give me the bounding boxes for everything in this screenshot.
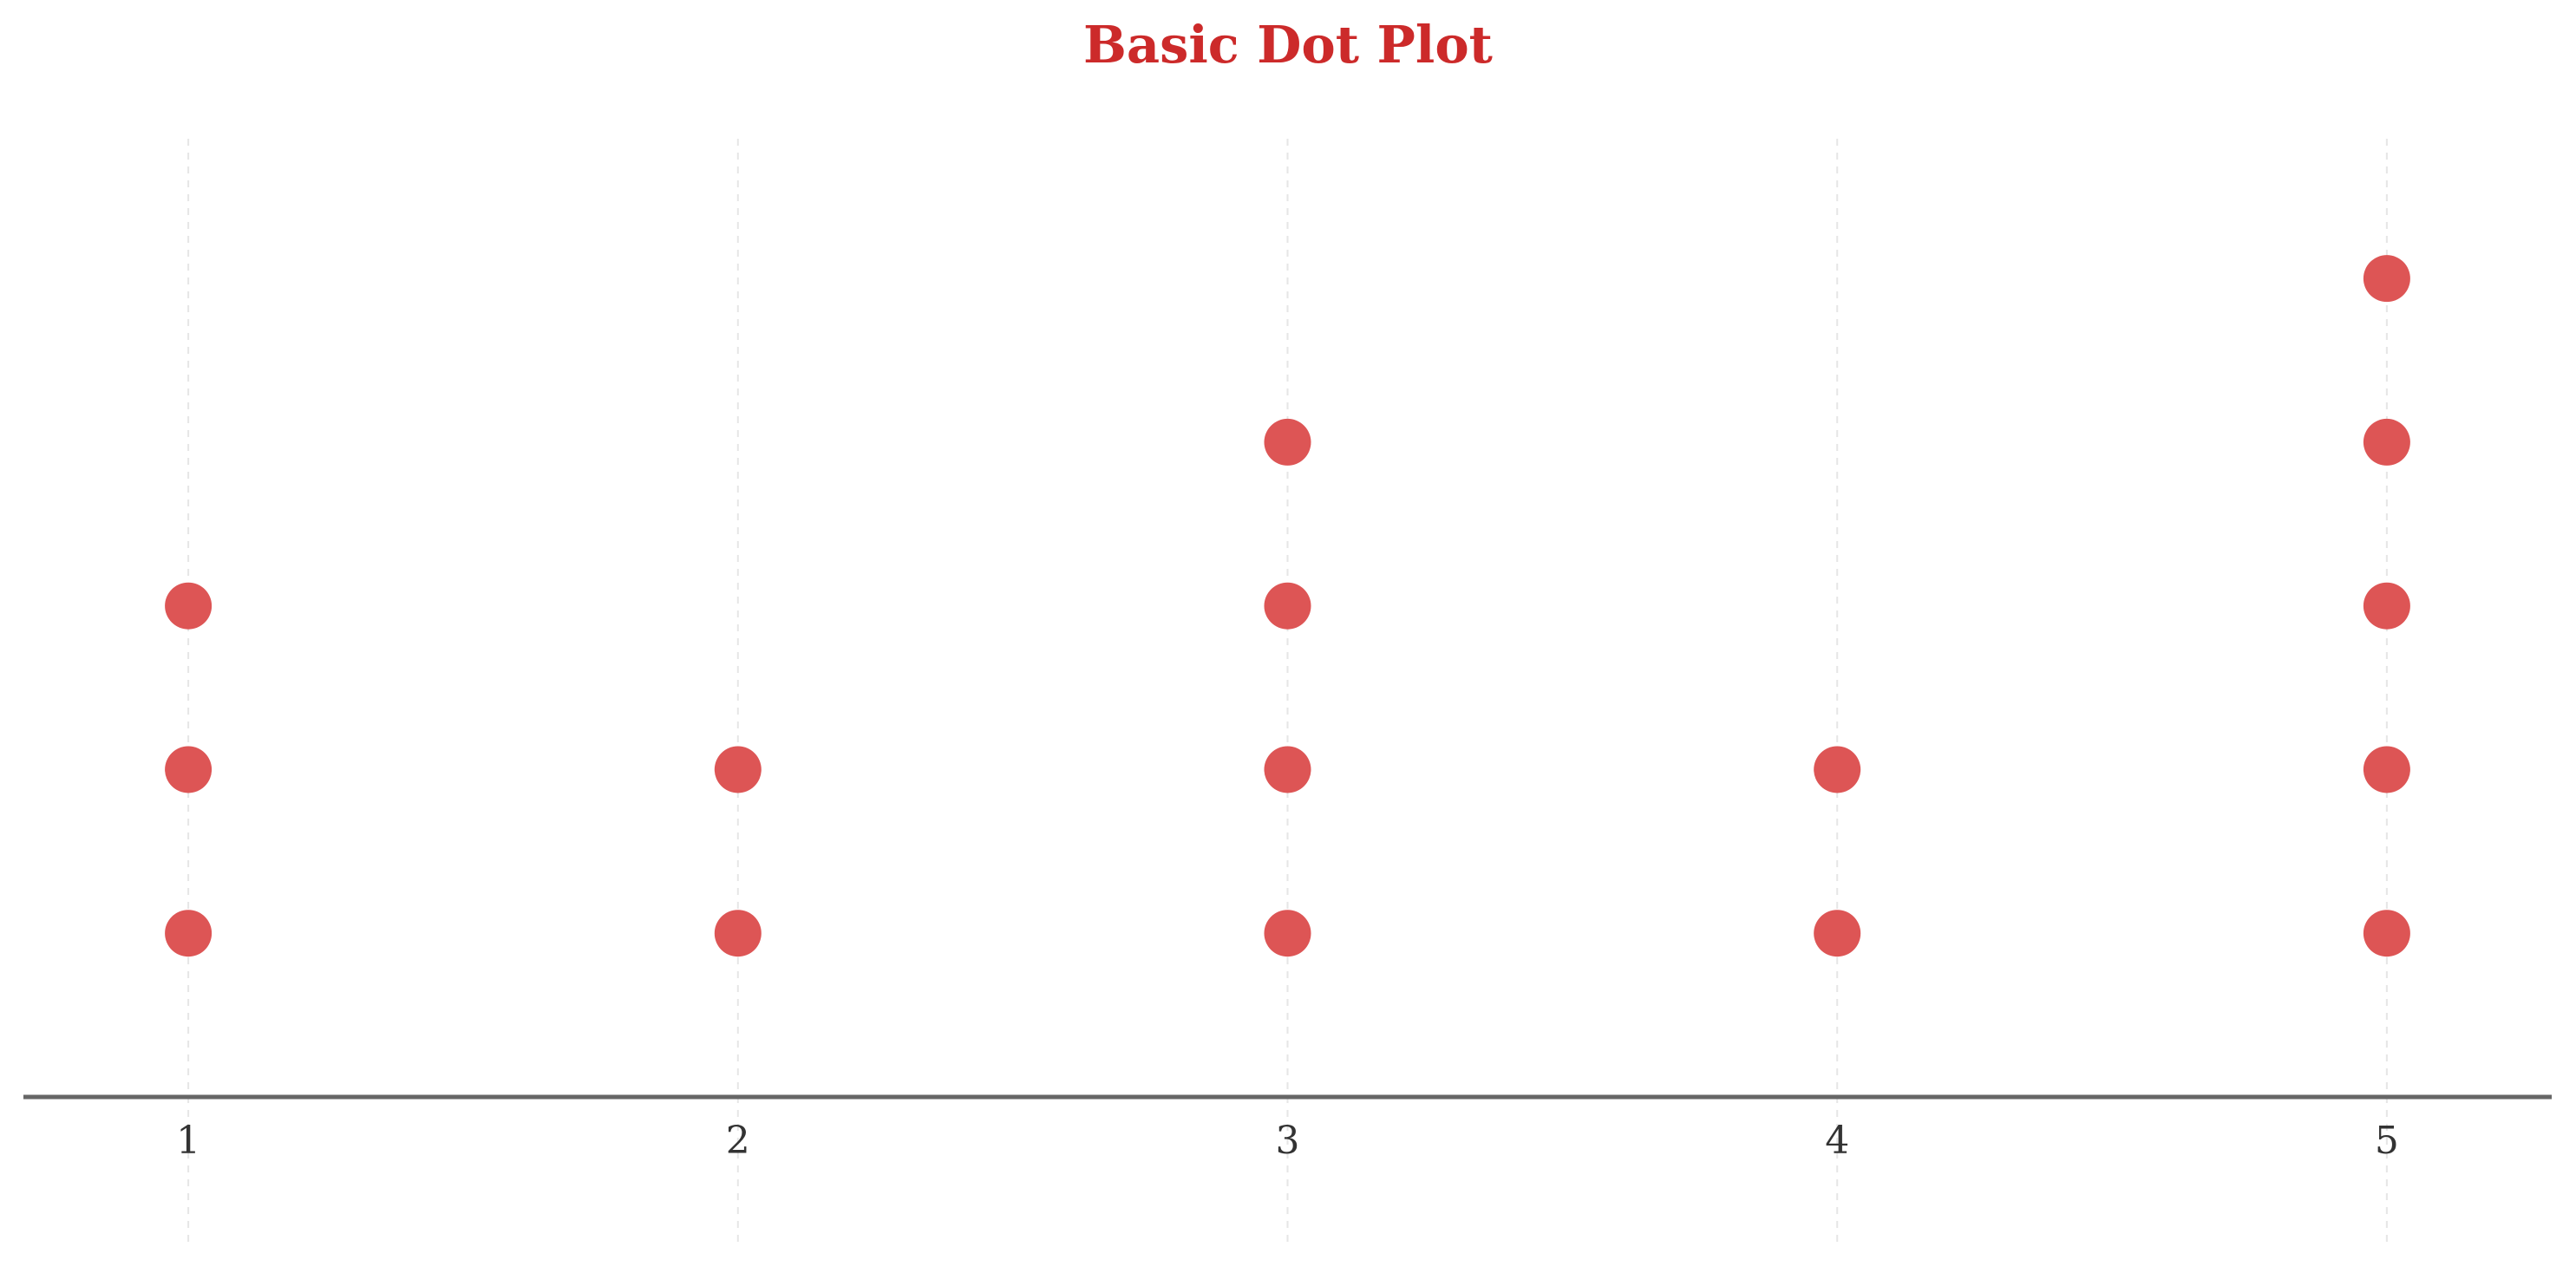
data-dot (2363, 582, 2410, 630)
data-dot (2363, 746, 2410, 793)
data-dot (1814, 910, 1861, 957)
data-dot (1814, 746, 1861, 793)
data-dot (1264, 910, 1311, 957)
x-tick-label: 2 (726, 1119, 750, 1163)
data-dot (165, 910, 212, 957)
data-dot (2363, 255, 2410, 303)
data-dot (165, 746, 212, 793)
data-dot (1264, 582, 1311, 630)
data-dots (165, 255, 2410, 957)
data-dot (1264, 418, 1311, 466)
x-tick-label: 4 (1825, 1119, 1849, 1163)
data-dot (1264, 746, 1311, 793)
data-dot (2363, 910, 2410, 957)
x-tick-labels: 1 2 3 4 5 (176, 1119, 2399, 1163)
x-tick-label: 3 (1276, 1119, 1300, 1163)
x-tick-label: 5 (2375, 1119, 2399, 1163)
grid-lines (187, 139, 2388, 1249)
data-dot (165, 582, 212, 630)
data-dot (714, 746, 762, 793)
data-dot (2363, 418, 2410, 466)
x-tick-label: 1 (176, 1119, 200, 1163)
data-dot (714, 910, 762, 957)
chart-title: Basic Dot Plot (1083, 15, 1493, 75)
